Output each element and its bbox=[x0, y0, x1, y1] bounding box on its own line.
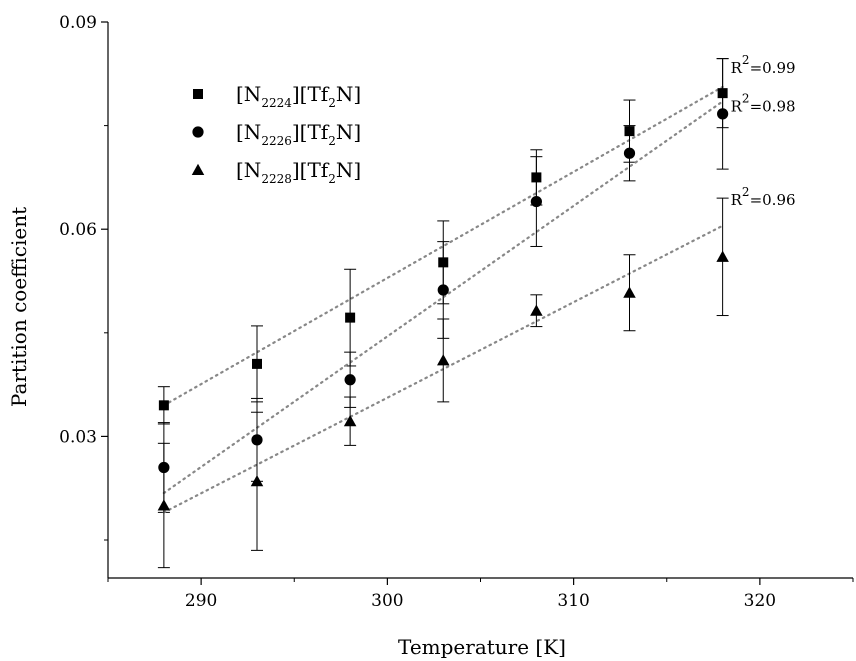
x-tick-label: 310 bbox=[557, 591, 589, 611]
data-point-square bbox=[345, 312, 356, 323]
data-point-circle bbox=[530, 195, 542, 208]
r2-annotation: R2=0.99 bbox=[731, 53, 796, 77]
data-point-circle bbox=[437, 284, 449, 296]
r2-annotation: R2=0.96 bbox=[731, 185, 796, 209]
legend-entry-square: [N2224][Tf2N] bbox=[193, 82, 361, 110]
data-point-triangle bbox=[250, 475, 264, 487]
axes: 290 300 310 320 0.03 0.06 0.09 bbox=[59, 13, 854, 611]
data-point-circle bbox=[344, 374, 356, 386]
x-tick-label: 290 bbox=[185, 591, 217, 611]
r2-annotation: R2=0.98 bbox=[731, 91, 796, 115]
data-point-square bbox=[193, 89, 203, 99]
legend-label: [N2228][Tf2N] bbox=[236, 158, 361, 186]
data-point-triangle bbox=[157, 499, 171, 511]
y-tick-label: 0.06 bbox=[59, 220, 97, 240]
series-triangle: R2=0.96 bbox=[157, 185, 796, 569]
data-point-triangle bbox=[343, 414, 357, 427]
legend-label: [N2224][Tf2N] bbox=[236, 82, 361, 110]
x-tick-label: 300 bbox=[371, 591, 403, 611]
legend-entry-circle: [N2226][Tf2N] bbox=[192, 120, 361, 148]
x-tick-label: 320 bbox=[744, 591, 776, 611]
x-axis-title: Temperature [K] bbox=[398, 635, 566, 659]
data-point-triangle bbox=[530, 304, 543, 316]
plot-area: R2=0.99 R2=0.98 R2=0.96 bbox=[157, 53, 796, 569]
data-point-square bbox=[252, 358, 262, 369]
data-point-circle bbox=[623, 147, 636, 159]
data-point-triangle bbox=[437, 354, 450, 366]
data-point-triangle bbox=[716, 250, 729, 262]
legend: [N2224][Tf2N] [N2226][Tf2N] [N2228][Tf2N] bbox=[191, 82, 361, 186]
data-point-circle bbox=[717, 108, 729, 120]
legend-label: [N2226][Tf2N] bbox=[236, 120, 361, 148]
legend-entry-triangle: [N2228][Tf2N] bbox=[191, 158, 361, 186]
y-tick-label: 0.03 bbox=[59, 427, 97, 447]
data-point-square bbox=[158, 400, 169, 411]
data-point-circle bbox=[192, 126, 204, 138]
y-axis-title: Partition coefficient bbox=[7, 207, 31, 407]
y-tick-label: 0.09 bbox=[59, 13, 97, 33]
data-point-triangle bbox=[623, 286, 636, 298]
data-point-triangle bbox=[191, 163, 205, 175]
